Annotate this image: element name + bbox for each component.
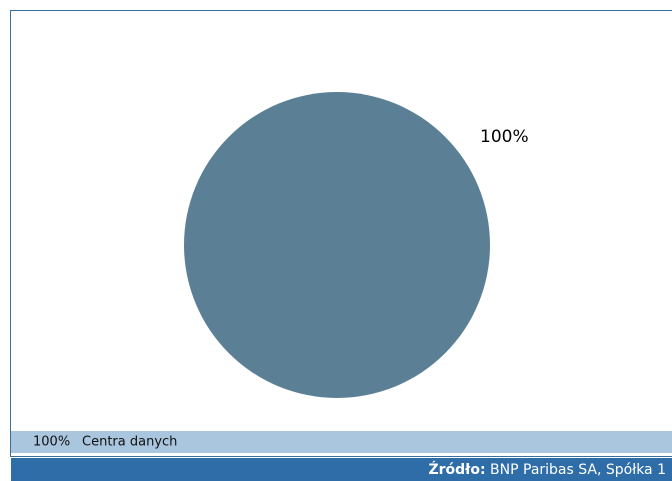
source: Źródło: BNP Paribas SA, Spółka 1 <box>428 460 666 478</box>
source-text: BNP Paribas SA, Spółka 1 <box>490 462 666 478</box>
legend-label: Centra danych <box>82 435 177 450</box>
source-bar <box>11 458 672 481</box>
legend-bar <box>11 431 672 453</box>
pie-slice <box>184 92 490 398</box>
source-label: Źródło: <box>428 460 485 478</box>
legend-value: 100% <box>33 435 70 450</box>
data-label: 100% <box>480 127 529 147</box>
